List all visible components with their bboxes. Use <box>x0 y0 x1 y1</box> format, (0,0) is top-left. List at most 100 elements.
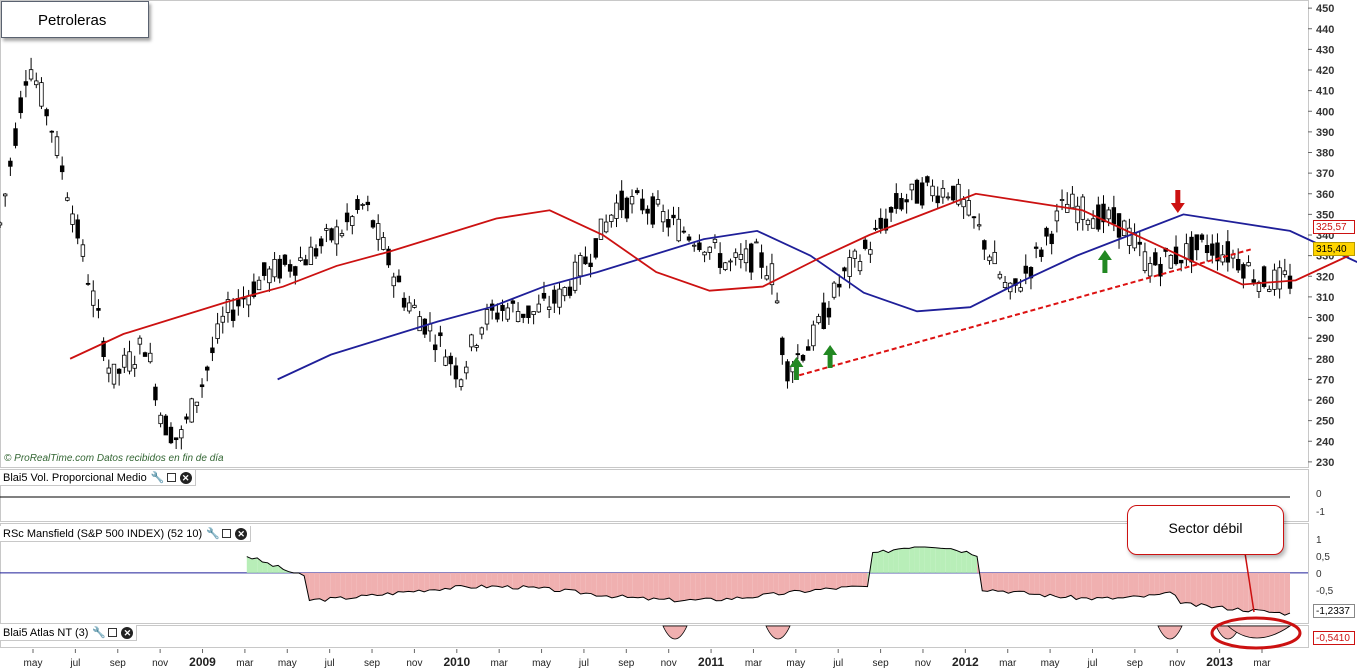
candle-body <box>1179 259 1184 264</box>
credit-site[interactable]: © ProRealTime.com <box>4 453 95 464</box>
candle-body <box>1002 282 1008 289</box>
candle-body <box>267 268 272 284</box>
mansfield-fill <box>1117 572 1124 598</box>
maximize-icon[interactable] <box>222 529 232 538</box>
candle-body <box>2 193 8 197</box>
mansfield-fill <box>1023 572 1030 595</box>
candle-body <box>303 259 308 266</box>
mansfield-fill <box>434 572 440 591</box>
mansfield-fill <box>465 572 472 589</box>
y-tick-label: 440 <box>1316 24 1334 36</box>
candle-body <box>883 218 889 231</box>
y-tick-label: 240 <box>1316 436 1334 448</box>
mansfield-fill <box>825 572 831 589</box>
mansfield-fill <box>768 572 774 594</box>
mansfield-fill <box>1185 572 1191 604</box>
mansfield-fill <box>773 572 779 595</box>
candle-body <box>811 324 816 347</box>
x-tick-label: 2009 <box>189 655 216 669</box>
candle-body <box>671 214 676 219</box>
y-tick-label: 280 <box>1316 354 1334 366</box>
candle-body <box>1189 236 1194 263</box>
candle-body <box>712 238 718 243</box>
candle-body <box>1054 210 1060 222</box>
candle-body <box>163 415 168 436</box>
candle-body <box>59 165 65 173</box>
candle-body <box>91 290 96 306</box>
mansfield-fill <box>898 548 905 573</box>
candle-body <box>220 315 225 323</box>
mansfield-fill <box>930 547 936 573</box>
candle-body <box>738 253 744 260</box>
candle-body <box>96 308 101 311</box>
candle-body <box>339 233 345 237</box>
candle-body <box>75 219 80 239</box>
candle-body <box>1059 199 1065 201</box>
close-icon[interactable]: ✕ <box>235 527 248 540</box>
candle-body <box>562 287 567 297</box>
mansfield-fill <box>836 572 842 590</box>
mansfield-fill <box>950 548 957 573</box>
wrench-icon[interactable]: 🔧 <box>150 471 165 484</box>
mansfield-fill <box>1112 572 1118 600</box>
mansfield-fill <box>617 572 623 597</box>
mansfield-panel-label: RSc Mansfield (S&P 500 INDEX) (52 10) <box>3 527 203 540</box>
mansfield-fill <box>1216 572 1223 607</box>
candle-body <box>101 340 106 358</box>
maximize-icon[interactable] <box>166 473 176 482</box>
close-icon[interactable]: ✕ <box>179 471 192 484</box>
mansfield-fill <box>1206 572 1212 608</box>
candle-body <box>790 365 795 373</box>
mansfield-fill <box>580 572 586 594</box>
candle-body <box>749 243 754 273</box>
candle-body <box>578 255 583 277</box>
maximize-icon[interactable] <box>108 628 118 637</box>
candle-body <box>350 216 355 226</box>
candle-body <box>1241 264 1246 279</box>
x-tick-label: mar <box>999 658 1017 669</box>
candle-body <box>132 364 137 369</box>
mansfield-fill <box>1102 572 1108 598</box>
mansfield-fill <box>564 572 571 590</box>
mansfield-fill <box>627 572 633 598</box>
mansfield-fill <box>1086 572 1092 600</box>
mansfield-fill <box>909 546 915 573</box>
close-icon[interactable]: ✕ <box>121 626 134 639</box>
y-tick-label: 430 <box>1316 44 1334 56</box>
candle-body <box>401 297 407 308</box>
x-tick-label: sep <box>1127 658 1144 669</box>
candle-body <box>531 311 536 315</box>
mansfield-fill <box>664 572 670 600</box>
candle-body <box>552 289 557 304</box>
candle-body <box>80 244 86 257</box>
candle-body <box>153 386 158 401</box>
mansfield-fill <box>1055 572 1061 598</box>
mansfield-fill <box>1149 572 1155 595</box>
candle-body <box>945 196 951 199</box>
candle-body <box>28 69 34 80</box>
mansfield-fill <box>700 572 706 600</box>
wrench-icon[interactable]: 🔧 <box>206 527 220 540</box>
candle-body <box>469 334 474 348</box>
mansfield-fill <box>1159 572 1165 595</box>
volume-panel-header: Blai5 Vol. Proporcional Medio 🔧 ✕ <box>0 470 196 486</box>
rsc-value-label: -1,2337 <box>1313 604 1355 618</box>
candle-body <box>386 248 391 266</box>
wrench-icon[interactable]: 🔧 <box>92 626 107 639</box>
candle-body <box>111 363 117 385</box>
mansfield-fill <box>1175 572 1181 604</box>
candle-body <box>464 366 469 374</box>
candle-body <box>1111 207 1117 225</box>
mansfield-fill <box>278 565 284 573</box>
mansfield-fill <box>413 572 419 592</box>
mansfield-fill <box>1227 572 1233 610</box>
y-tick-label: 360 <box>1316 189 1334 201</box>
mansfield-fill <box>1091 572 1098 600</box>
candle-body <box>868 249 873 255</box>
up-arrow-icon <box>1097 250 1112 273</box>
candle-body <box>743 248 749 264</box>
mansfield-fill <box>544 572 550 588</box>
candle-body <box>1194 234 1199 251</box>
mansfield-line <box>246 546 1291 616</box>
last-price-label: 315,40 <box>1313 242 1355 256</box>
